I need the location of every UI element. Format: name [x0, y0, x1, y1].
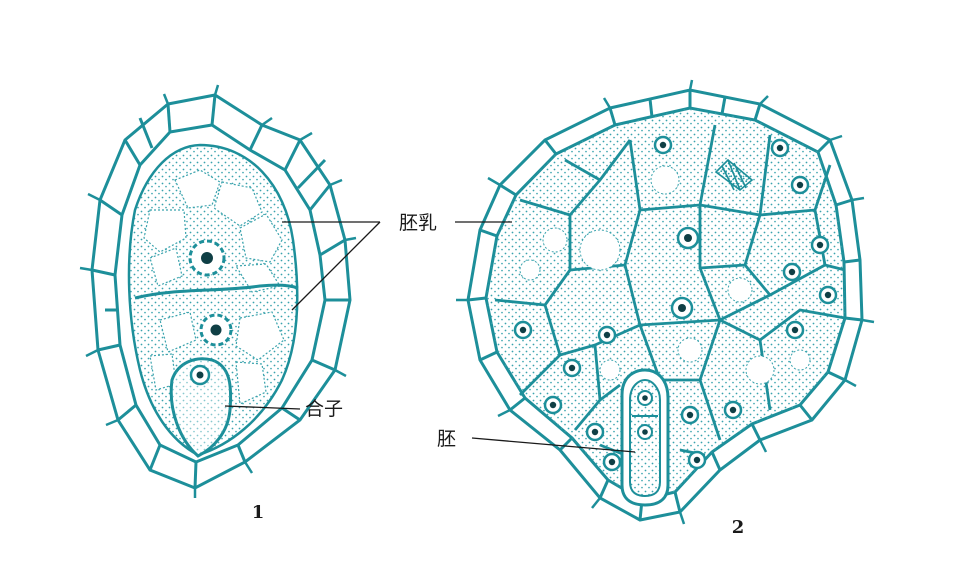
leader-lines	[224, 221, 636, 453]
nucleus	[653, 135, 673, 155]
label-zygote: 合子	[305, 398, 343, 420]
label-embryo: 胚	[437, 428, 456, 450]
integument-ticks	[456, 79, 875, 525]
nucleus	[687, 450, 707, 470]
endosperm-tissue	[486, 108, 845, 500]
panel-number-2: 2	[732, 517, 745, 538]
endosperm-nuclei	[513, 135, 838, 472]
endosperm-nucleus-upper	[188, 239, 226, 277]
nucleus	[790, 175, 810, 195]
nucleus	[770, 138, 790, 158]
figure-2-endosperm	[456, 79, 875, 525]
nucleus	[818, 285, 838, 305]
integument-outer-wall	[466, 88, 864, 522]
nucellus-inner-wall	[113, 123, 327, 464]
nucleus	[543, 395, 563, 415]
nucleus	[597, 325, 617, 345]
cell-plate	[134, 283, 299, 300]
nucleus	[513, 320, 533, 340]
vacuoles	[519, 165, 811, 385]
panel-number-1: 1	[252, 502, 265, 523]
endosperm-vacuoles	[143, 169, 285, 405]
nucleus	[680, 405, 700, 425]
nucleus	[602, 452, 622, 472]
integument-cell-walls	[467, 90, 863, 521]
proembryo	[620, 368, 670, 507]
mitotic-spindle	[714, 158, 754, 192]
label-endosperm: 胚乳	[399, 212, 437, 234]
endosperm-nucleus-lower	[199, 313, 233, 347]
nucleus	[585, 422, 605, 442]
nucellus-outer-wall	[90, 93, 352, 490]
nucleus	[723, 400, 743, 420]
nucleus	[785, 320, 805, 340]
nucleus	[676, 226, 700, 250]
nucleus	[782, 262, 802, 282]
nucleus	[562, 358, 582, 378]
nucleus	[670, 296, 694, 320]
nucleus	[810, 235, 830, 255]
outer-ticks	[79, 84, 357, 498]
figure-1-embryo-sac	[79, 84, 357, 498]
zygote	[169, 357, 233, 458]
endosperm-cell-walls	[494, 124, 846, 457]
nucellus-cell-walls	[91, 94, 350, 489]
